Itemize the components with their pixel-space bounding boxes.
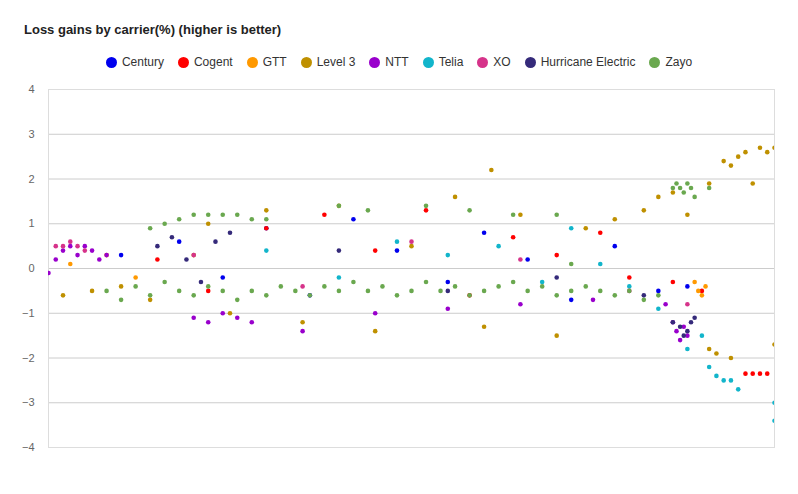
- svg-text:4: 4: [28, 83, 34, 95]
- html-text:Zayo: Zayo: [665, 55, 693, 69]
- html-text:GTT: GTT: [262, 55, 287, 69]
- html-text:NTT: NTT: [385, 55, 409, 69]
- svg-text:2: 2: [28, 173, 34, 185]
- svg-text:0: 0: [28, 262, 34, 274]
- html-text:Loss gains by carrier(%) (high: Loss gains by carrier(%) (higher is bett…: [24, 22, 282, 37]
- html-text:Telia: Telia: [438, 55, 464, 69]
- svg-text:3: 3: [28, 128, 34, 140]
- svg-text:−2: −2: [22, 352, 35, 364]
- html-text:XO: XO: [493, 55, 511, 69]
- svg-text:−4: −4: [22, 441, 35, 453]
- svg-text:1: 1: [28, 217, 34, 229]
- html-text:Hurricane Electric: Hurricane Electric: [540, 55, 636, 69]
- html-text:Century: Century: [121, 55, 164, 69]
- html-text:Level 3: Level 3: [316, 55, 356, 69]
- html-text:Cogent: Cogent: [193, 55, 233, 69]
- svg-text:−1: −1: [22, 307, 35, 319]
- svg-text:−3: −3: [22, 396, 35, 408]
